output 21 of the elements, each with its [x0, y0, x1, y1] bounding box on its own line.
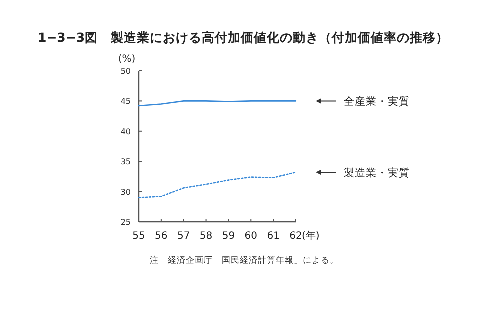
- x-tick-label: 57: [177, 231, 190, 242]
- y-tick-label: 25: [120, 218, 131, 227]
- text: 全産業・実質: [344, 95, 410, 108]
- y-tick-label: 45: [120, 97, 131, 106]
- line-series: [138, 172, 297, 198]
- y-tick-label: 40: [120, 127, 131, 136]
- text: 製造業・実質: [344, 166, 410, 180]
- x-tick-label: 58: [200, 231, 213, 242]
- text: 注 経済企画庁「国民経済計算年報」による。: [150, 255, 339, 266]
- x-tick-label: 61: [267, 231, 280, 242]
- y-axis-title: (%): [118, 54, 136, 65]
- y-tick-label: 30: [120, 188, 131, 197]
- x-tick-label: 55: [132, 231, 146, 242]
- x-tick-label: 59: [222, 231, 236, 242]
- chart-title: 1−3−3図 製造業における高付加価値化の動き（付加価値率の推移）: [38, 30, 450, 45]
- x-axis-title: (年): [302, 230, 320, 242]
- x-tick-label: 60: [244, 231, 258, 242]
- x-tick-label: 56: [155, 231, 168, 242]
- y-tick-label: 35: [120, 158, 131, 167]
- x-tick-label: 62: [290, 231, 302, 242]
- y-tick-label: 50: [120, 67, 131, 76]
